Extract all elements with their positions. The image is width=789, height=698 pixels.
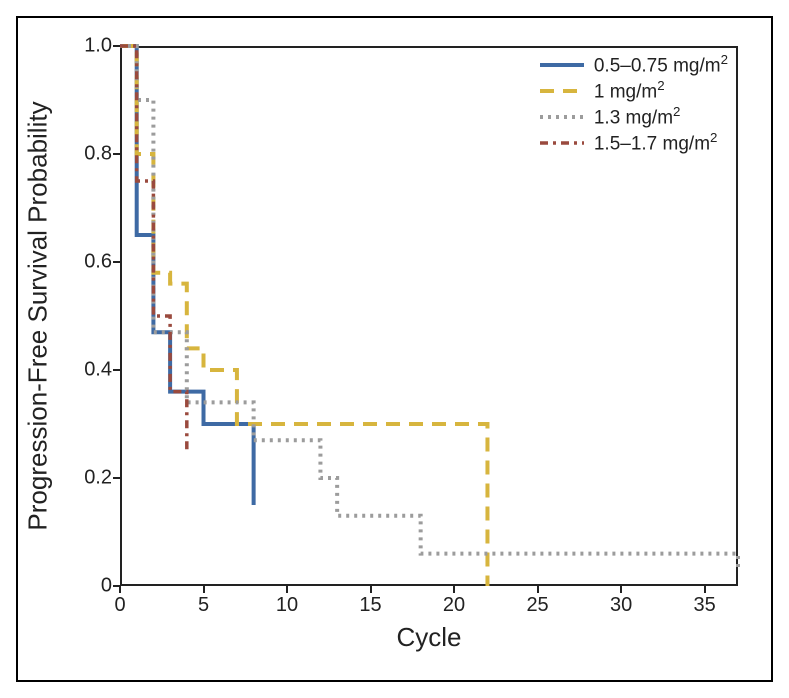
legend-label: 0.5–0.75 mg/m2 — [594, 52, 728, 77]
chart-area: 00.20.40.60.81.0 05101520253035 0.5–0.75… — [120, 46, 738, 586]
y-tick — [113, 153, 120, 155]
legend-label: 1 mg/m2 — [594, 78, 665, 103]
legend-row: 1 mg/m2 — [540, 78, 728, 104]
legend: 0.5–0.75 mg/m21 mg/m21.3 mg/m21.5–1.7 mg… — [540, 52, 728, 156]
y-tick-label: 1.0 — [62, 35, 112, 58]
y-tick-label: 0 — [62, 575, 112, 598]
x-tick — [370, 586, 372, 593]
y-tick-label: 0.2 — [62, 467, 112, 490]
y-axis-label: Progression-Free Survival Probability — [23, 101, 54, 530]
x-tick-label: 0 — [114, 594, 125, 617]
legend-label: 1.3 mg/m2 — [594, 104, 681, 129]
x-tick-label: 35 — [693, 594, 715, 617]
x-axis-label: Cycle — [396, 622, 461, 653]
x-tick — [203, 586, 205, 593]
y-tick-label: 0.4 — [62, 359, 112, 382]
legend-swatch — [540, 55, 584, 75]
legend-row: 1.3 mg/m2 — [540, 104, 728, 130]
legend-swatch — [540, 81, 584, 101]
legend-swatch — [540, 133, 584, 153]
x-tick-label: 20 — [443, 594, 465, 617]
y-tick — [113, 369, 120, 371]
x-tick-label: 5 — [198, 594, 209, 617]
x-tick — [453, 586, 455, 593]
x-tick-label: 10 — [276, 594, 298, 617]
x-tick — [537, 586, 539, 593]
legend-row: 0.5–0.75 mg/m2 — [540, 52, 728, 78]
y-tick — [113, 477, 120, 479]
series-s4 — [120, 46, 187, 451]
legend-label: 1.5–1.7 mg/m2 — [594, 130, 718, 155]
x-tick-label: 15 — [359, 594, 381, 617]
x-tick-label: 25 — [526, 594, 548, 617]
legend-swatch — [540, 107, 584, 127]
x-tick — [119, 586, 121, 593]
x-tick — [620, 586, 622, 593]
series-s2 — [120, 46, 487, 586]
y-tick-label: 0.8 — [62, 143, 112, 166]
x-tick — [286, 586, 288, 593]
legend-row: 1.5–1.7 mg/m2 — [540, 130, 728, 156]
y-tick — [113, 45, 120, 47]
y-tick-label: 0.6 — [62, 251, 112, 274]
y-tick — [113, 261, 120, 263]
x-tick — [704, 586, 706, 593]
x-tick-label: 30 — [610, 594, 632, 617]
